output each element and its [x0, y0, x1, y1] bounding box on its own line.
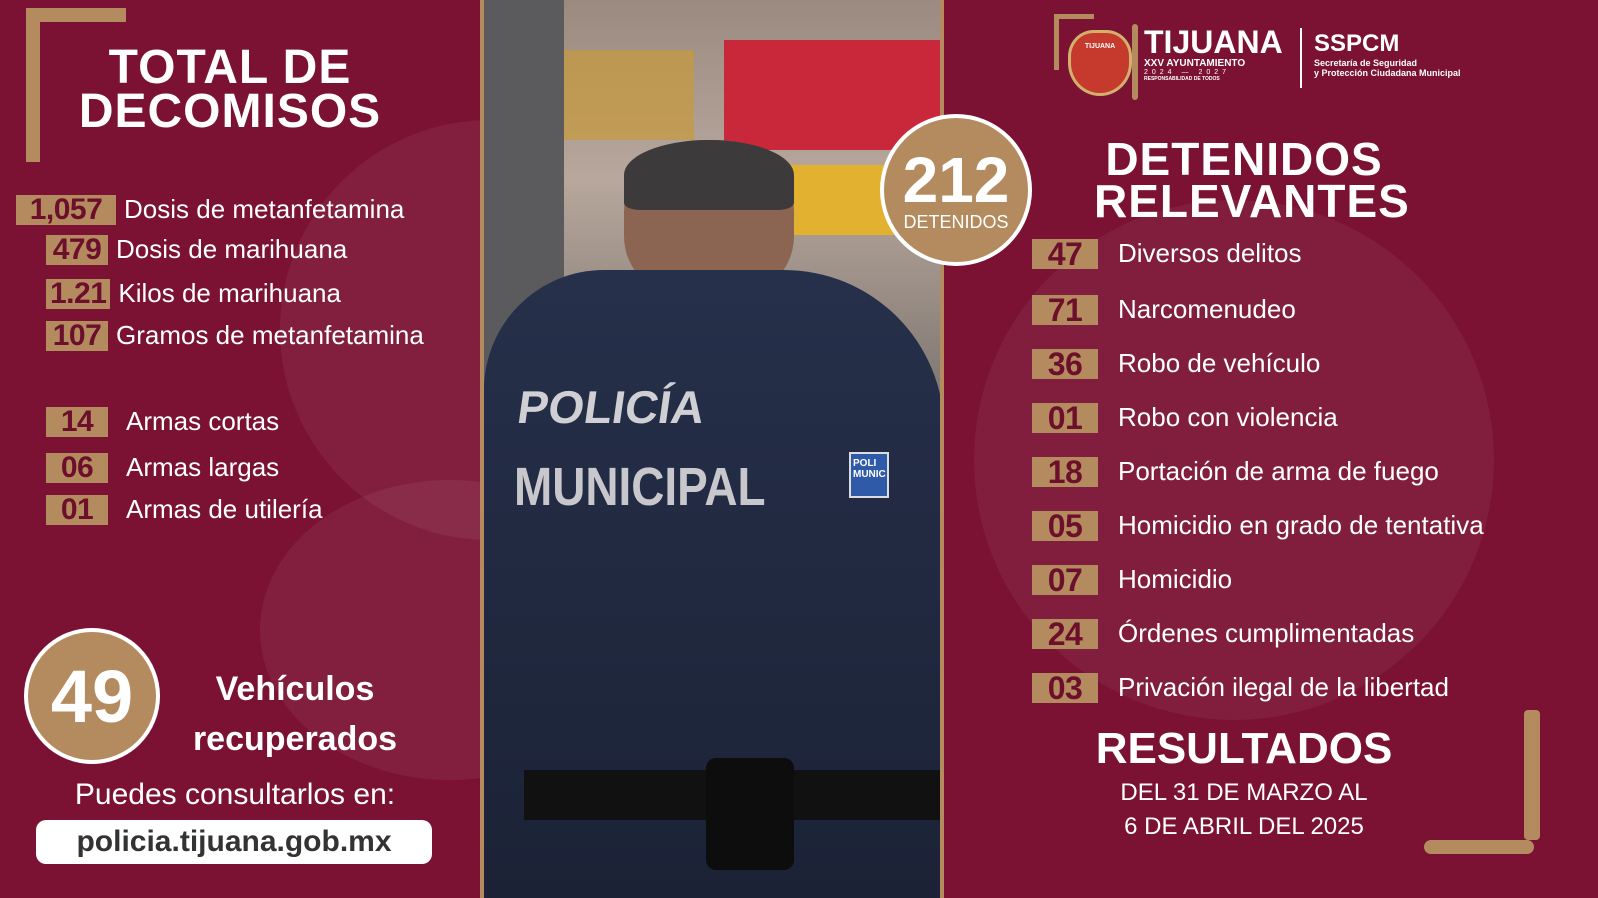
- vehicles-label-line2: recuperados: [192, 720, 398, 758]
- detainees-total-circle: 212 DETENIDOS: [880, 114, 1032, 266]
- agency-line1: Secretaría de Seguridad: [1314, 58, 1418, 68]
- website-link[interactable]: policia.tijuana.gob.mx: [36, 820, 432, 864]
- stat-label: Diversos delitos: [1118, 238, 1302, 268]
- stat-value: 06: [46, 452, 108, 483]
- stat-row: 1.21 Kilos de marihuana: [46, 278, 341, 309]
- stat-label: Dosis de metanfetamina: [124, 194, 405, 224]
- results-date-line2: 6 DE ABRIL DEL 2025: [1124, 813, 1364, 840]
- tijuana-crest: TIJUANA: [1068, 30, 1132, 96]
- stat-value: 1.21: [46, 278, 111, 309]
- stat-label: Privación ilegal de la libertad: [1118, 672, 1449, 702]
- shoulder-patch: POLI MUNIC: [849, 452, 889, 498]
- term-years: 2024 — 2027: [1144, 69, 1231, 76]
- jacket-text-line2: MUNICIPAL: [514, 457, 766, 517]
- stat-label: Armas de utilería: [126, 494, 323, 524]
- stat-label: Robo de vehículo: [1118, 348, 1321, 378]
- detainees-total-label: DETENIDOS: [903, 211, 1009, 232]
- stat-row: 107 Gramos de metanfetamina: [46, 320, 424, 351]
- stat-row: 05 Homicidio en grado de tentativa: [1032, 510, 1484, 542]
- stat-row: 14 Armas cortas: [46, 406, 279, 437]
- stat-row: 01 Robo con violencia: [1032, 402, 1338, 434]
- serpent-ornament: [1524, 710, 1540, 840]
- header-divider: [1300, 28, 1302, 88]
- stat-row: 1,057 Dosis de metanfetamina: [16, 194, 404, 225]
- motto: RESPONSABILIDAD DE TODOS: [1144, 76, 1220, 82]
- seizures-title-line1: TOTAL DE: [108, 41, 352, 94]
- stat-row: 479 Dosis de marihuana: [46, 234, 347, 265]
- logo-bracket: [1054, 14, 1094, 70]
- stat-value: 71: [1032, 294, 1098, 326]
- police-officer-photo: POLICÍA MUNICIPAL POLI MUNIC: [480, 0, 944, 898]
- stat-value: 36: [1032, 348, 1098, 380]
- jacket-text-line1: POLICÍA: [514, 381, 709, 433]
- detainees-title-line2: RELEVANTES: [1094, 175, 1410, 227]
- detainees-title-line1: DETENIDOS: [1105, 133, 1383, 185]
- stat-label: Homicidio en grado de tentativa: [1118, 510, 1484, 540]
- stat-value: 1,057: [16, 194, 116, 225]
- stat-label: Narcomenudeo: [1118, 294, 1296, 324]
- stat-value: 14: [46, 406, 108, 437]
- agency-line2: y Protección Ciudadana Municipal: [1314, 68, 1461, 78]
- stat-label: Kilos de marihuana: [118, 278, 341, 308]
- stat-label: Armas largas: [126, 452, 280, 482]
- stat-label: Robo con violencia: [1118, 402, 1338, 432]
- serpent-ornament-base: [1424, 840, 1534, 854]
- title-bracket: [26, 8, 126, 162]
- stat-value: 05: [1032, 510, 1098, 542]
- stat-value: 01: [1032, 402, 1098, 434]
- agency-acronym: SSPCM: [1314, 30, 1400, 57]
- stat-row: 07 Homicidio: [1032, 564, 1233, 596]
- stat-row: 47 Diversos delitos: [1032, 238, 1302, 270]
- vehicles-label-line1: Vehículos: [215, 670, 375, 708]
- stat-value: 03: [1032, 672, 1098, 704]
- stat-row: 71 Narcomenudeo: [1032, 294, 1296, 326]
- vehicles-count: 49: [50, 654, 134, 738]
- crest-pillar: [1132, 24, 1138, 100]
- stat-label: Órdenes cumplimentadas: [1118, 618, 1415, 648]
- stat-label: Armas cortas: [126, 406, 280, 436]
- stat-row: 18 Portación de arma de fuego: [1032, 456, 1439, 488]
- seizures-title-line2: DECOMISOS: [78, 85, 382, 138]
- stat-value: 24: [1032, 618, 1098, 650]
- city-name: TIJUANA: [1144, 24, 1283, 60]
- stat-row: 01 Armas de utilería: [46, 494, 323, 525]
- ayuntamiento: XXV AYUNTAMIENTO: [1144, 58, 1246, 69]
- seizures-panel: TOTAL DE DECOMISOS 1,057 Dosis de metanfe…: [0, 0, 480, 898]
- detainees-total: 212: [902, 143, 1010, 216]
- results-date-line1: DEL 31 DE MARZO AL: [1120, 779, 1368, 806]
- stat-row: 36 Robo de vehículo: [1032, 348, 1321, 380]
- stat-row: 24 Órdenes cumplimentadas: [1032, 618, 1415, 650]
- stat-value: 107: [46, 320, 108, 351]
- stat-label: Gramos de metanfetamina: [116, 320, 424, 350]
- stat-value: 18: [1032, 456, 1098, 488]
- detainees-panel: TIJUANA TIJUANA XXV AYUNTAMIENTO 2024 — …: [944, 0, 1598, 898]
- stat-row: 03 Privación ilegal de la libertad: [1032, 672, 1449, 704]
- vehicles-circle: 49: [24, 628, 160, 764]
- stat-value: 07: [1032, 564, 1098, 596]
- stat-label: Portación de arma de fuego: [1118, 456, 1439, 486]
- consult-text: Puedes consultarlos en:: [74, 778, 396, 811]
- stat-label: Dosis de marihuana: [116, 234, 348, 264]
- results-title: RESULTADOS: [1095, 724, 1393, 773]
- stat-label: Homicidio: [1118, 564, 1233, 594]
- stat-value: 47: [1032, 238, 1098, 270]
- stat-row: 06 Armas largas: [46, 452, 279, 483]
- stat-value: 479: [46, 234, 108, 265]
- stat-value: 01: [46, 494, 108, 525]
